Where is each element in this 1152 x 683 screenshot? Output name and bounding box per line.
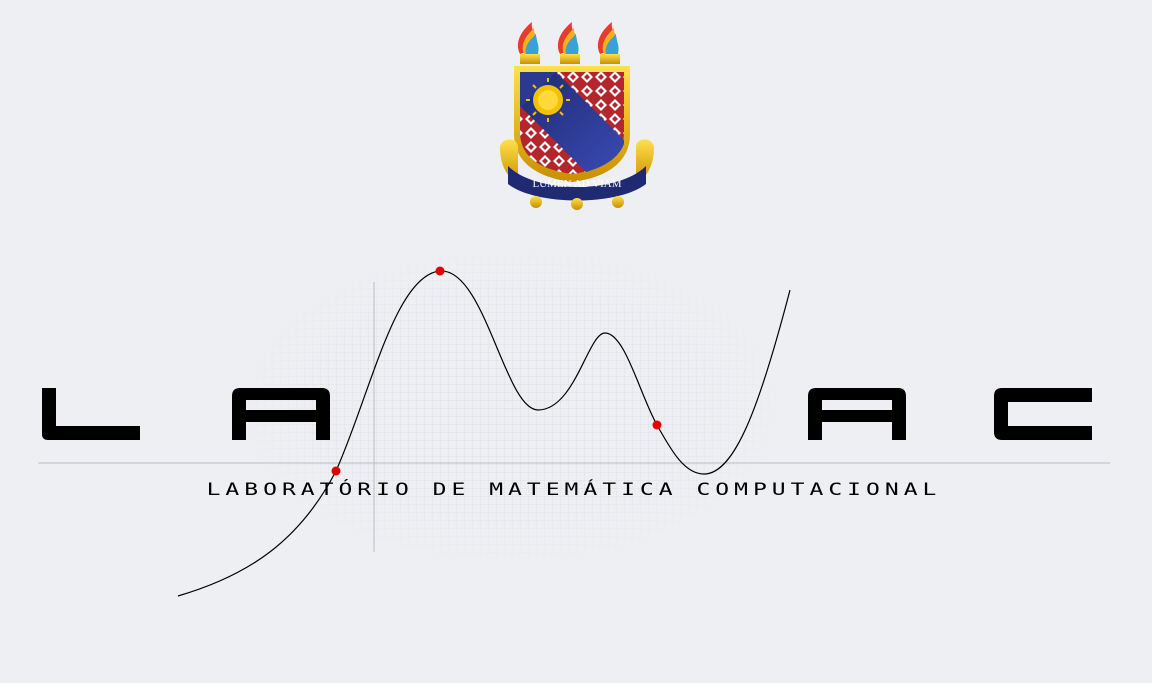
torch-icon — [557, 22, 580, 64]
letter-a — [232, 388, 330, 440]
curve-point — [652, 420, 662, 430]
logo-letters — [42, 388, 1092, 440]
curve-point — [331, 466, 341, 476]
letter-a — [808, 388, 906, 440]
letter-c — [994, 388, 1092, 440]
letter-l — [42, 388, 140, 440]
crest-motto: LUMEN AD VIAM — [532, 178, 621, 190]
torch-icon — [517, 22, 540, 64]
lab-subtitle: LABORATÓRIO DE MATEMÁTICA COMPUTACIONAL — [207, 479, 942, 499]
graph-grid — [230, 240, 790, 570]
curve-point — [435, 266, 445, 276]
university-crest-icon: LUMEN AD VIAM — [500, 22, 654, 210]
torch-icon — [597, 22, 620, 64]
